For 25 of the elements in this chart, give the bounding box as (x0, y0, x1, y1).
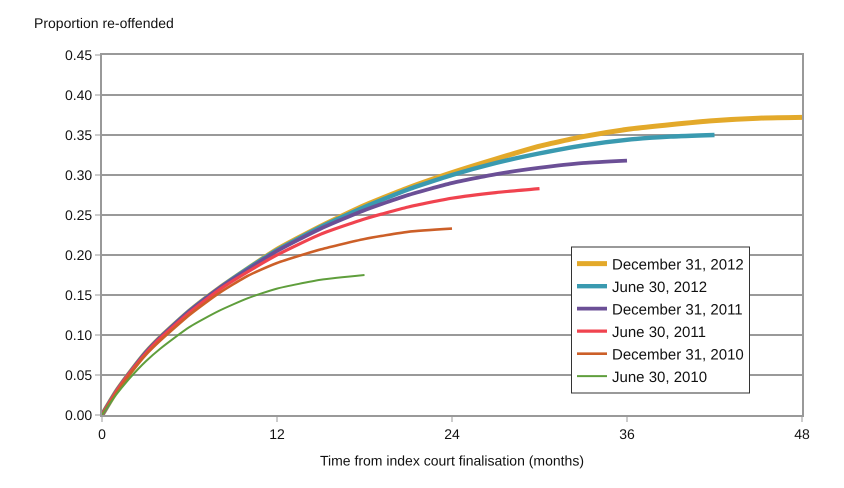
x-tick-label: 24 (444, 426, 460, 442)
y-tick-label: 0.40 (64, 86, 92, 103)
legend-label: December 31, 2012 (612, 256, 744, 274)
y-tick-label: 0.20 (64, 246, 92, 263)
y-tick-label: 0.00 (64, 406, 92, 423)
y-tick-label: 0.30 (64, 166, 92, 183)
y-tick-label: 0.45 (64, 46, 92, 63)
legend-label: June 30, 2012 (612, 279, 708, 296)
legend-label: June 30, 2011 (612, 324, 706, 341)
x-tick-label: 12 (269, 426, 285, 442)
y-tick-label: 0.10 (64, 326, 92, 343)
legend-label: December 31, 2010 (612, 346, 744, 364)
y-tick-label: 0.25 (64, 206, 92, 223)
y-axis-title: Proportion re-offended (34, 15, 174, 31)
legend-label: June 30, 2010 (612, 369, 708, 386)
y-tick-label: 0.15 (64, 286, 92, 303)
line-series (102, 274, 366, 415)
x-tick-label: 0 (98, 426, 106, 442)
x-tick-label: 36 (619, 426, 635, 442)
x-tick-label: 48 (794, 426, 810, 442)
legend-label: December 31, 2011 (612, 302, 743, 318)
x-axis-title: Time from index court finalisation (months) (320, 452, 584, 469)
y-tick-label: 0.35 (64, 126, 92, 143)
y-tick-label: 0.05 (64, 366, 92, 383)
line-series (102, 227, 454, 415)
